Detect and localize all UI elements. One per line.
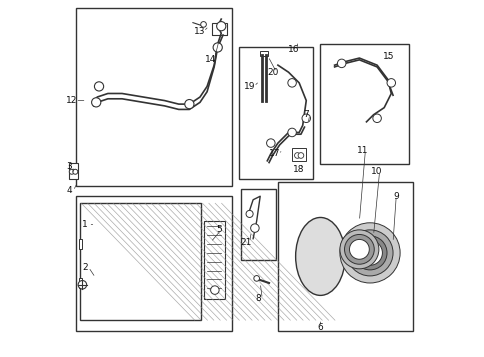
- Circle shape: [94, 82, 104, 91]
- Text: 8: 8: [255, 295, 261, 303]
- Text: 10: 10: [371, 167, 382, 176]
- Text: 17: 17: [268, 149, 280, 158]
- Text: 7: 7: [303, 110, 308, 119]
- Bar: [239, 47, 313, 178]
- Bar: [320, 44, 408, 164]
- Circle shape: [344, 235, 374, 264]
- Bar: [79, 278, 81, 288]
- Ellipse shape: [295, 217, 345, 295]
- Circle shape: [302, 114, 310, 122]
- Text: 11: 11: [356, 146, 368, 155]
- Bar: [240, 189, 275, 260]
- Text: 15: 15: [382, 52, 393, 61]
- Text: 18: 18: [293, 165, 304, 174]
- Text: 9: 9: [393, 192, 399, 201]
- Circle shape: [294, 153, 300, 158]
- Text: 14: 14: [205, 55, 216, 64]
- Text: 16: 16: [287, 45, 299, 54]
- Text: 3: 3: [67, 162, 73, 171]
- Text: 21: 21: [240, 238, 251, 247]
- Circle shape: [78, 281, 87, 289]
- Circle shape: [287, 79, 296, 87]
- Text: 2: 2: [82, 262, 88, 272]
- Bar: [212, 22, 226, 35]
- Circle shape: [212, 43, 222, 52]
- Circle shape: [357, 241, 381, 265]
- Circle shape: [337, 59, 345, 67]
- Bar: [76, 196, 231, 331]
- Text: 6: 6: [317, 323, 323, 332]
- Text: 19: 19: [243, 82, 255, 91]
- Bar: [203, 221, 224, 299]
- Circle shape: [73, 169, 77, 174]
- Circle shape: [200, 21, 206, 27]
- Circle shape: [253, 276, 259, 281]
- Circle shape: [210, 286, 219, 294]
- Circle shape: [287, 128, 296, 137]
- Text: 12: 12: [66, 96, 77, 105]
- Circle shape: [69, 169, 74, 174]
- Text: 4: 4: [67, 186, 72, 195]
- Circle shape: [266, 139, 274, 147]
- Circle shape: [349, 240, 368, 259]
- Bar: [259, 51, 268, 56]
- Circle shape: [245, 210, 253, 217]
- Circle shape: [250, 224, 258, 232]
- Bar: [76, 9, 231, 186]
- Circle shape: [372, 114, 380, 122]
- Circle shape: [216, 21, 226, 31]
- Bar: [291, 149, 305, 161]
- Bar: [79, 239, 81, 249]
- Circle shape: [298, 153, 303, 158]
- Text: 20: 20: [266, 68, 278, 77]
- Circle shape: [339, 230, 378, 269]
- Circle shape: [184, 100, 194, 109]
- Text: 1: 1: [82, 220, 88, 229]
- Circle shape: [346, 230, 392, 276]
- Circle shape: [339, 223, 399, 283]
- Circle shape: [91, 98, 101, 107]
- Bar: [69, 162, 77, 178]
- Text: 5: 5: [216, 225, 222, 234]
- Bar: [277, 182, 412, 331]
- Bar: [80, 203, 200, 320]
- Circle shape: [352, 236, 386, 270]
- Circle shape: [386, 79, 395, 87]
- Text: 13: 13: [194, 27, 205, 36]
